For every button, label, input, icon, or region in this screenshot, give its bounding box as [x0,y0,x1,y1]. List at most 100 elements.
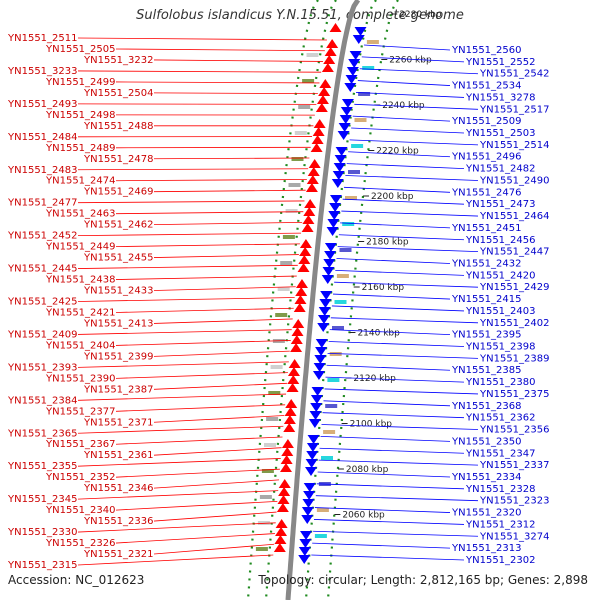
plus-gene-label: YN1551_2347 [465,448,536,459]
plus-leader-line [331,305,465,312]
plus-gene-label: YN1551_2403 [465,306,536,317]
minus-leader-line [153,511,277,522]
plus-strand-gene [310,395,323,404]
plus-gene-label: YN1551_3274 [479,531,550,542]
feature-block [270,365,283,369]
plus-gene-label: YN1551_2517 [479,104,550,115]
plus-strand-gene [335,147,348,156]
plus-strand-gene [319,299,332,308]
feature-block [342,222,355,226]
minus-gene-label: YN1551_2340 [45,505,116,516]
scale-tick-label: 2140 kbp [357,329,400,339]
scale-tick-label: 2200 kbp [371,192,414,202]
feature-block [288,183,301,187]
feature-block [306,53,319,57]
ring-track-3 [326,0,399,600]
plus-leader-line [323,400,451,407]
minus-gene-label: YN1551_2387 [83,384,154,395]
plus-leader-line [357,80,451,86]
minus-strand-gene [280,455,293,464]
minus-gene-label: YN1551_2421 [45,307,116,318]
minus-gene-label: YN1551_2433 [83,286,154,297]
plus-gene-label: YN1551_2350 [451,436,522,447]
plus-gene-label: YN1551_2542 [479,69,550,80]
plus-strand-gene [305,459,318,468]
plus-strand-gene [326,227,339,236]
minus-gene-label: YN1551_2478 [83,154,154,165]
minus-strand-gene [316,95,329,104]
minus-leader-line [115,533,275,544]
plus-strand-gene [327,219,340,228]
minus-gene-label: YN1551_2511 [7,33,78,44]
minus-gene-label: YN1551_2493 [7,99,78,110]
feature-block [323,430,336,434]
feature-block [366,40,379,44]
plus-leader-line [354,103,479,110]
minus-leader-line [115,436,283,445]
plus-gene-label: YN1551_2509 [451,116,522,127]
minus-strand-gene [295,287,308,296]
plus-strand-gene [317,323,330,332]
feature-block [325,404,338,408]
plus-strand-gene [306,443,319,452]
plus-leader-line [349,139,479,146]
plus-gene-label: YN1551_2313 [451,543,522,554]
minus-gene-label: YN1551_2352 [45,472,116,483]
plus-gene-label: YN1551_3278 [465,92,536,103]
plus-strand-gene [346,67,359,76]
minus-leader-line [77,264,298,269]
minus-gene-label: YN1551_3232 [83,55,154,66]
minus-gene-label: YN1551_2399 [83,351,154,362]
feature-block [261,469,274,473]
minus-gene-label: YN1551_2367 [45,439,116,450]
scale-tick-label: 2060 kbp [342,511,385,521]
plus-leader-line [336,258,451,264]
plus-strand-gene [298,547,311,556]
plus-gene-label: YN1551_2476 [451,187,522,198]
minus-gene-label: YN1551_2452 [7,231,78,242]
scale-tick-label: 2280 kbp [399,10,442,20]
plus-gene-label: YN1551_2432 [451,258,522,269]
plus-strand-gene [341,99,354,108]
plus-strand-gene [315,347,328,356]
map-title: Sulfolobus islandicus Y.N.15.51, complet… [136,8,464,23]
plus-leader-line [352,115,451,122]
minus-gene-label: YN1551_3233 [7,66,78,77]
plus-strand-gene [330,195,343,204]
minus-leader-line [115,243,300,248]
feature-block [285,209,298,213]
plus-gene-label: YN1551_2560 [451,45,522,56]
plus-leader-line [338,234,465,241]
feature-block [348,170,360,174]
feature-block [259,495,272,499]
plus-leader-line [348,151,451,158]
scale-tick-label: 2100 kbp [350,420,393,430]
feature-block [268,391,281,395]
feature-block [280,261,293,265]
plus-gene-label: YN1551_2464 [479,211,550,222]
minus-strand-gene [308,159,321,168]
minus-gene-label: YN1551_2477 [7,198,78,209]
plus-gene-label: YN1551_2395 [451,330,522,341]
plus-gene-label: YN1551_2334 [451,472,522,483]
plus-gene-label: YN1551_2415 [451,294,522,305]
minus-leader-line [77,232,302,237]
minus-strand-gene [276,503,289,512]
scale-tick-label: 2260 kbp [389,56,432,66]
minus-leader-line [115,275,297,280]
minus-leader-line [153,350,290,357]
plus-gene-label: YN1551_2375 [479,389,550,400]
plus-strand-gene [318,307,331,316]
feature-block [282,235,295,239]
minus-leader-line [153,286,296,291]
minus-strand-gene [281,439,294,448]
minus-strand-gene [294,295,307,304]
minus-strand-gene [306,175,319,184]
plus-strand-gene [304,467,317,476]
plus-gene-label: YN1551_2380 [465,377,536,388]
minus-leader-line [115,404,286,412]
minus-strand-gene [278,479,291,488]
minus-strand-gene [274,535,287,544]
plus-gene-label: YN1551_2398 [465,342,536,353]
